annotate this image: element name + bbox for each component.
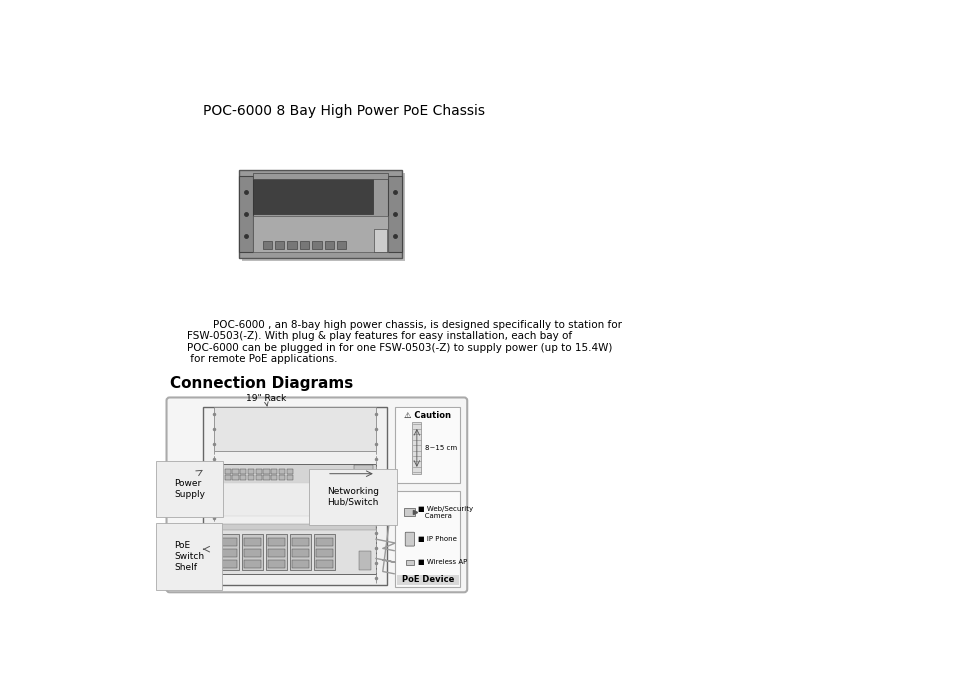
FancyBboxPatch shape [292, 560, 309, 568]
FancyBboxPatch shape [253, 176, 373, 214]
FancyBboxPatch shape [286, 475, 293, 480]
FancyBboxPatch shape [213, 407, 375, 451]
FancyBboxPatch shape [244, 539, 261, 546]
FancyBboxPatch shape [374, 229, 386, 252]
FancyBboxPatch shape [167, 398, 467, 592]
FancyBboxPatch shape [405, 532, 415, 546]
FancyBboxPatch shape [263, 475, 270, 480]
Text: ■ Wireless AP: ■ Wireless AP [418, 560, 467, 565]
FancyBboxPatch shape [217, 534, 239, 570]
FancyBboxPatch shape [278, 469, 285, 474]
FancyBboxPatch shape [253, 173, 388, 179]
Text: Connection Diagrams: Connection Diagrams [170, 376, 353, 391]
FancyBboxPatch shape [388, 176, 402, 252]
FancyBboxPatch shape [396, 408, 458, 419]
FancyBboxPatch shape [240, 469, 246, 474]
Text: 8~15 cm: 8~15 cm [424, 445, 456, 451]
Text: Networking
Hub/Switch: Networking Hub/Switch [327, 487, 378, 507]
Text: ■ Web/Security
   Camera: ■ Web/Security Camera [418, 506, 473, 518]
FancyBboxPatch shape [255, 475, 261, 480]
FancyBboxPatch shape [216, 475, 223, 480]
FancyBboxPatch shape [248, 469, 253, 474]
FancyBboxPatch shape [395, 407, 459, 483]
Text: PoE Device: PoE Device [401, 576, 454, 585]
FancyBboxPatch shape [266, 534, 287, 570]
FancyBboxPatch shape [213, 464, 375, 483]
Text: POC-6000 can be plugged in for one FSW-0503(-Z) to supply power (up to 15.4W): POC-6000 can be plugged in for one FSW-0… [187, 343, 612, 353]
FancyBboxPatch shape [287, 241, 296, 249]
FancyBboxPatch shape [290, 534, 311, 570]
Text: for remote PoE applications.: for remote PoE applications. [187, 354, 337, 364]
FancyBboxPatch shape [244, 560, 261, 568]
FancyBboxPatch shape [233, 469, 238, 474]
FancyBboxPatch shape [244, 549, 261, 557]
FancyBboxPatch shape [406, 560, 414, 564]
FancyBboxPatch shape [268, 549, 285, 557]
Text: FSW-0503(-Z). With plug & play features for easy installation, each bay of: FSW-0503(-Z). With plug & play features … [187, 331, 572, 342]
FancyBboxPatch shape [286, 469, 293, 474]
FancyBboxPatch shape [404, 508, 415, 516]
FancyBboxPatch shape [354, 465, 373, 481]
FancyBboxPatch shape [315, 549, 333, 557]
FancyBboxPatch shape [278, 475, 285, 480]
Text: ⚠ Caution: ⚠ Caution [404, 410, 451, 420]
FancyBboxPatch shape [213, 483, 375, 516]
FancyBboxPatch shape [314, 534, 335, 570]
FancyBboxPatch shape [233, 475, 238, 480]
FancyBboxPatch shape [255, 469, 261, 474]
Text: POC-6000 , an 8-bay high power chassis, is designed specifically to station for: POC-6000 , an 8-bay high power chassis, … [187, 320, 621, 329]
FancyBboxPatch shape [312, 241, 321, 249]
FancyBboxPatch shape [203, 407, 386, 585]
FancyBboxPatch shape [224, 469, 231, 474]
FancyBboxPatch shape [315, 539, 333, 546]
FancyBboxPatch shape [239, 176, 253, 252]
FancyBboxPatch shape [220, 539, 236, 546]
FancyBboxPatch shape [240, 475, 246, 480]
FancyBboxPatch shape [253, 216, 388, 252]
FancyBboxPatch shape [242, 173, 405, 261]
FancyBboxPatch shape [248, 475, 253, 480]
FancyBboxPatch shape [268, 539, 285, 546]
FancyBboxPatch shape [220, 549, 236, 557]
FancyBboxPatch shape [216, 469, 223, 474]
FancyBboxPatch shape [239, 169, 402, 258]
FancyBboxPatch shape [271, 469, 277, 474]
FancyBboxPatch shape [220, 560, 236, 568]
Text: ■ IP Phone: ■ IP Phone [418, 536, 456, 542]
FancyBboxPatch shape [299, 241, 309, 249]
FancyBboxPatch shape [315, 560, 333, 568]
FancyBboxPatch shape [224, 475, 231, 480]
FancyBboxPatch shape [268, 560, 285, 568]
FancyBboxPatch shape [262, 241, 272, 249]
FancyBboxPatch shape [336, 241, 346, 249]
FancyBboxPatch shape [292, 539, 309, 546]
FancyBboxPatch shape [263, 469, 270, 474]
Text: PoE
Switch
Shelf: PoE Switch Shelf [174, 541, 204, 572]
FancyBboxPatch shape [177, 487, 187, 496]
FancyBboxPatch shape [292, 549, 309, 557]
FancyBboxPatch shape [412, 422, 421, 474]
Text: 19" Rack: 19" Rack [245, 394, 286, 406]
Text: POC-6000 8 Bay High Power PoE Chassis: POC-6000 8 Bay High Power PoE Chassis [203, 104, 484, 118]
FancyBboxPatch shape [213, 524, 375, 530]
FancyBboxPatch shape [271, 475, 277, 480]
Text: Power
Supply: Power Supply [174, 479, 205, 500]
FancyBboxPatch shape [324, 241, 334, 249]
FancyBboxPatch shape [395, 491, 459, 587]
FancyBboxPatch shape [213, 524, 375, 574]
FancyBboxPatch shape [396, 574, 458, 585]
FancyBboxPatch shape [274, 241, 284, 249]
FancyBboxPatch shape [241, 534, 263, 570]
FancyBboxPatch shape [358, 551, 371, 570]
